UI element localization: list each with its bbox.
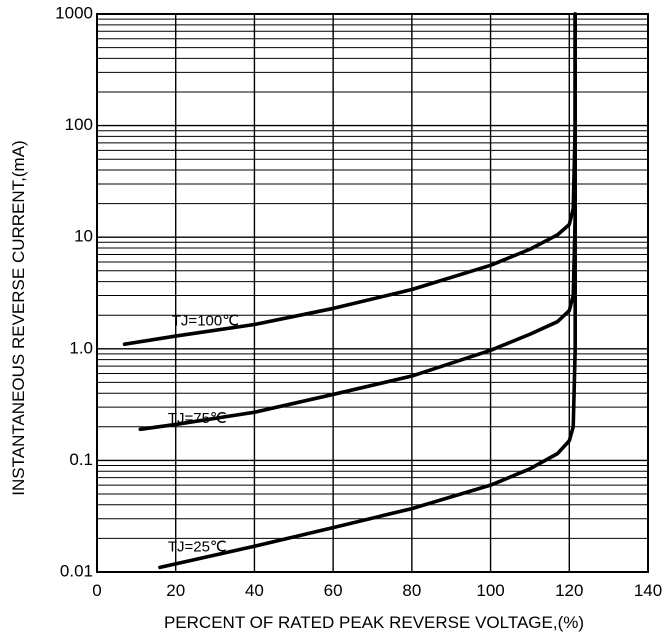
x-tick-label: 140 bbox=[634, 581, 662, 600]
y-tick-label: 1000 bbox=[55, 3, 93, 22]
x-tick-label: 40 bbox=[245, 581, 264, 600]
y-tick-label: 100 bbox=[65, 115, 93, 134]
series-labels: TJ=100℃ TJ=75℃ TJ=25℃ bbox=[168, 313, 239, 556]
series-label: TJ=100℃ bbox=[172, 313, 239, 330]
x-tick-label: 120 bbox=[555, 581, 583, 600]
chart-series bbox=[122, 12, 577, 570]
chart-grid bbox=[96, 13, 649, 573]
x-axis-title: PERCENT OF RATED PEAK REVERSE VOLTAGE,(%… bbox=[164, 613, 584, 632]
x-tick-label: 80 bbox=[402, 581, 421, 600]
series-label: TJ=25℃ bbox=[168, 539, 227, 556]
y-tick-labels: 0.01 0.1 1.0 10 100 1000 bbox=[55, 3, 93, 580]
x-tick-label: 0 bbox=[92, 581, 101, 600]
y-tick-label: 0.1 bbox=[69, 450, 93, 469]
y-axis-title: INSTANTANEOUS REVERSE CURRENT,(mA) bbox=[9, 140, 28, 495]
series-line bbox=[138, 12, 577, 432]
series-line bbox=[122, 12, 577, 346]
series-line bbox=[158, 12, 577, 570]
x-tick-label: 100 bbox=[476, 581, 504, 600]
y-tick-label: 10 bbox=[74, 227, 93, 246]
x-tick-labels: 0 20 40 60 80 100 120 140 bbox=[92, 581, 662, 600]
y-tick-label: 0.01 bbox=[60, 561, 93, 580]
y-tick-label: 1.0 bbox=[69, 338, 93, 357]
series-label: TJ=75℃ bbox=[168, 410, 227, 427]
x-tick-label: 60 bbox=[324, 581, 343, 600]
plot-border bbox=[96, 13, 649, 573]
x-tick-label: 20 bbox=[166, 581, 185, 600]
plot-frame bbox=[96, 13, 649, 573]
